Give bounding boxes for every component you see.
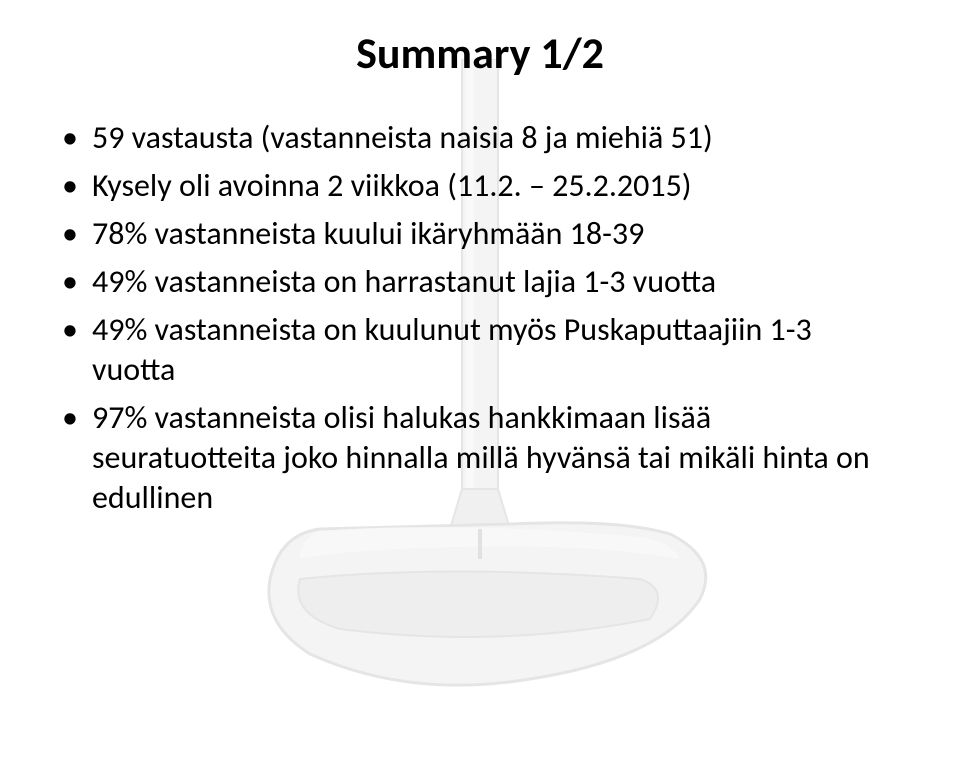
list-item: 97% vastanneista olisi halukas hankkimaa… (58, 398, 902, 518)
list-item: 49% vastanneista on kuulunut myös Puskap… (58, 310, 902, 390)
list-item: 49% vastanneista on harrastanut lajia 1-… (58, 262, 902, 302)
slide-content: Summary 1/2 59 vastausta (vastanneista n… (0, 0, 960, 518)
slide-title: Summary 1/2 (58, 26, 902, 80)
list-item: Kysely oli avoinna 2 viikkoa (11.2. – 25… (58, 166, 902, 206)
list-item: 59 vastausta (vastanneista naisia 8 ja m… (58, 118, 902, 158)
list-item: 78% vastanneista kuului ikäryhmään 18-39 (58, 214, 902, 254)
summary-bullet-list: 59 vastausta (vastanneista naisia 8 ja m… (58, 118, 902, 518)
